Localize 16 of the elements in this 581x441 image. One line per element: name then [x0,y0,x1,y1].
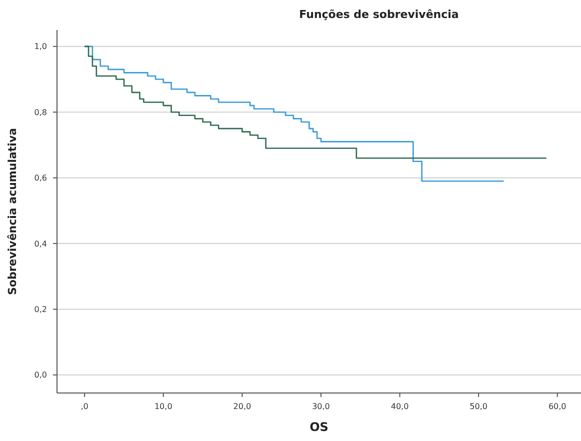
y-tick-label: 1,0 [34,42,47,52]
x-tick-label: 10,0 [154,402,172,411]
x-tick-label: 20,0 [233,402,252,411]
y-tick-label: 0,0 [34,370,47,380]
y-axis-title: Sobrevivência acumulativa [6,128,19,296]
x-tick-label: 30,0 [312,402,330,411]
x-tick-label: 60,0 [548,402,566,411]
y-tick-label: 0,6 [34,174,47,183]
y-tick-label: 0,4 [34,239,47,248]
x-tick-label: ,0 [80,402,88,411]
y-tick-label: 0,2 [34,305,47,314]
chart-title: Funções de sobrevivência [299,8,459,21]
x-tick-label: 50,0 [470,402,488,411]
x-tick-label: 40,0 [390,402,409,411]
x-axis-title: OS [310,420,328,434]
y-tick-label: 0,8 [34,108,47,117]
